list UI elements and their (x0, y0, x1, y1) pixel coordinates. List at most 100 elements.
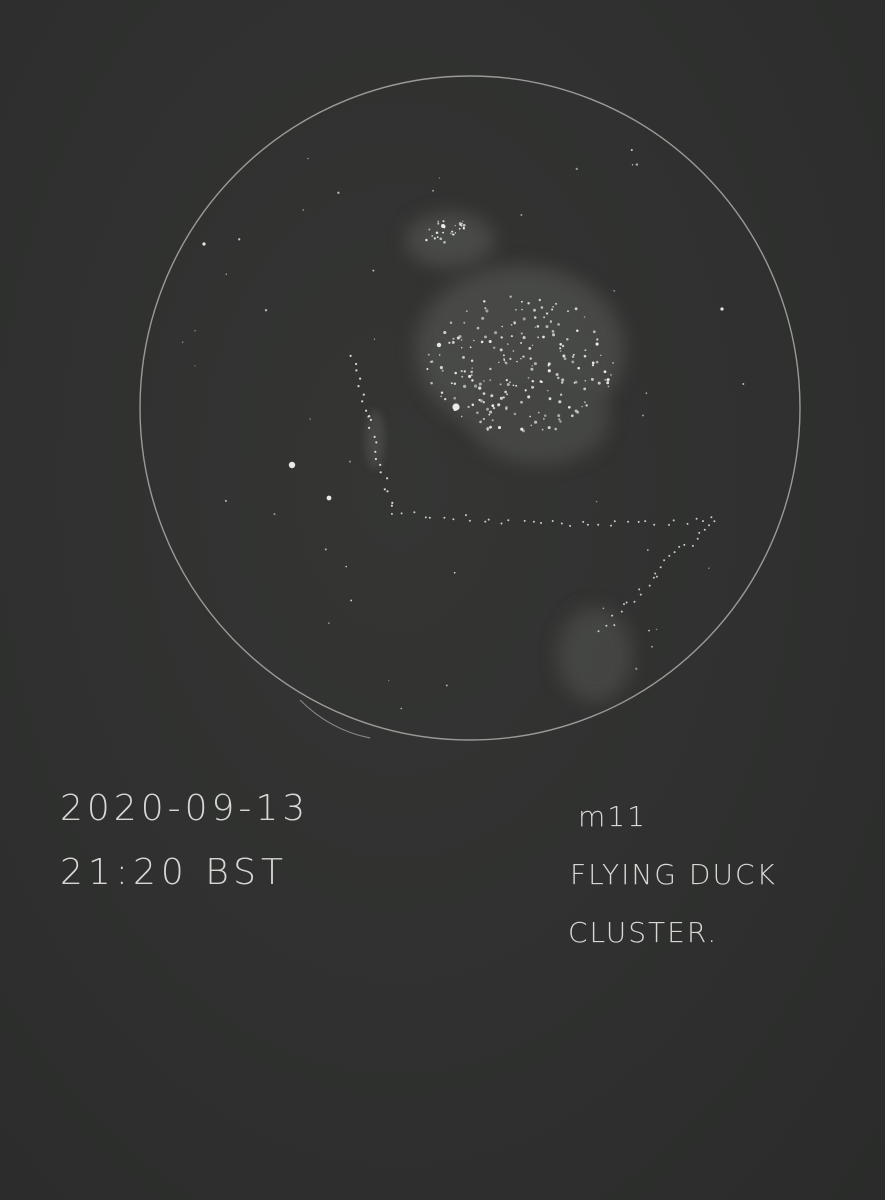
star (543, 418, 545, 420)
star (520, 400, 523, 404)
star (224, 499, 227, 502)
star (502, 396, 505, 399)
star (386, 490, 389, 493)
star (613, 290, 616, 292)
star (540, 522, 542, 524)
star (552, 306, 554, 308)
star (522, 317, 526, 321)
star (607, 385, 610, 388)
star (557, 414, 561, 418)
star (454, 224, 456, 227)
star (561, 378, 565, 382)
star (548, 397, 552, 401)
star (349, 354, 352, 357)
star (452, 337, 455, 340)
star (379, 471, 382, 474)
star (570, 414, 574, 418)
star (623, 603, 625, 606)
star (567, 405, 571, 409)
star (625, 601, 628, 604)
star (491, 404, 495, 408)
star (505, 407, 508, 411)
star (437, 220, 440, 223)
star (486, 427, 490, 431)
star (575, 167, 578, 171)
star (460, 347, 463, 349)
star (362, 393, 365, 396)
star (654, 572, 657, 575)
star (441, 369, 444, 372)
star (474, 384, 478, 388)
star (469, 346, 472, 349)
star (430, 381, 433, 385)
cluster-glow (365, 212, 633, 703)
star (720, 307, 724, 311)
star (635, 163, 639, 166)
star (489, 410, 493, 414)
star (558, 400, 562, 404)
star (428, 516, 431, 519)
star (484, 520, 487, 523)
star (379, 463, 382, 466)
star (547, 426, 551, 430)
star (437, 222, 440, 225)
star (542, 335, 545, 339)
star (530, 424, 533, 427)
star (433, 237, 436, 240)
star (486, 407, 489, 411)
star (600, 354, 602, 357)
star (645, 392, 648, 394)
star (538, 298, 541, 302)
star (695, 517, 698, 520)
star (502, 354, 505, 357)
star (451, 230, 454, 233)
star (638, 588, 641, 591)
star (225, 273, 228, 275)
star (443, 330, 447, 335)
star (605, 624, 608, 627)
star (439, 237, 443, 241)
star (462, 356, 465, 359)
star (450, 232, 452, 234)
star (534, 326, 537, 328)
star (590, 377, 594, 381)
star (668, 554, 671, 557)
star (560, 522, 563, 525)
star (591, 361, 595, 365)
star (521, 308, 523, 311)
star (471, 367, 474, 369)
star (400, 512, 403, 515)
star (463, 384, 467, 388)
star (440, 395, 442, 398)
star (559, 342, 563, 346)
star (454, 371, 457, 375)
star (543, 414, 547, 417)
star (559, 420, 562, 423)
star (264, 309, 268, 312)
star (610, 524, 612, 527)
star (612, 362, 614, 364)
star (529, 357, 532, 360)
star (583, 401, 586, 404)
star (591, 364, 595, 367)
star (452, 518, 455, 521)
star (439, 366, 443, 370)
star (386, 477, 389, 480)
star (400, 707, 403, 710)
star (515, 308, 517, 311)
star (543, 316, 545, 319)
star (597, 630, 600, 633)
star (520, 332, 523, 335)
star (372, 269, 375, 272)
star (425, 238, 428, 242)
star (488, 413, 491, 416)
star (194, 330, 196, 332)
star (476, 411, 479, 414)
star (470, 359, 474, 363)
star (482, 392, 486, 395)
star (453, 396, 457, 400)
star (488, 339, 492, 344)
star (482, 401, 485, 404)
star (522, 336, 526, 340)
